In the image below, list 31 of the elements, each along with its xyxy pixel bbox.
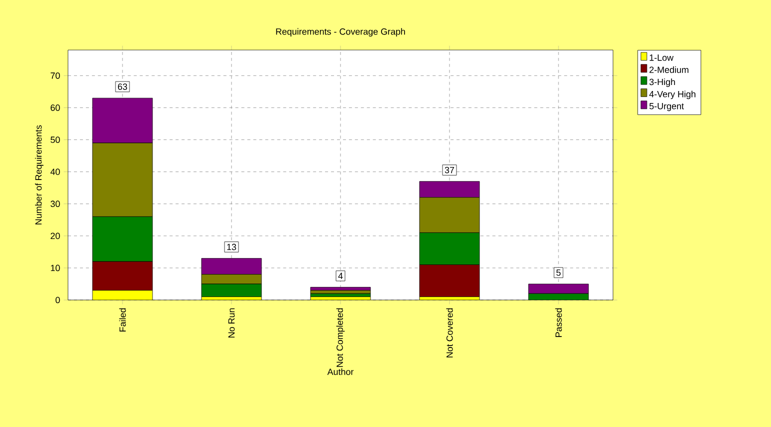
total-label: 37 <box>444 166 454 174</box>
bar <box>310 290 371 294</box>
legend-label: 5-Urgent <box>649 103 684 112</box>
x-tick-label: Passed <box>555 308 562 337</box>
legend-label: 4-Very High <box>649 90 696 100</box>
y-axis-title: Number of Requirements <box>35 125 44 224</box>
y-tick-label: 30 <box>50 200 60 208</box>
y-tick-label: 60 <box>50 104 60 111</box>
legend-label: 2-Medium <box>650 66 688 73</box>
y-tick-label: 10 <box>50 264 60 272</box>
y-tick-label: 20 <box>50 232 60 240</box>
y-tick-label: 50 <box>50 136 60 143</box>
chart-title: Requirements - Coverage Graph <box>276 28 405 37</box>
y-tick-label: 70 <box>50 72 60 79</box>
x-axis-title: Author <box>327 368 354 376</box>
total-label: 4 <box>338 272 343 279</box>
total-label: 13 <box>227 244 236 250</box>
bar <box>92 290 153 300</box>
legend-label: 3-High <box>649 78 675 87</box>
total-label: 5 <box>556 270 561 276</box>
x-tick-label: Not Completed <box>336 308 345 367</box>
legend-label: 1-Low <box>650 54 674 61</box>
x-tick-label: Failed <box>119 308 126 332</box>
bar <box>92 216 153 262</box>
bar <box>201 284 262 297</box>
total-label: 63 <box>118 84 128 90</box>
x-tick-label: No Run <box>228 308 235 338</box>
bar <box>419 232 480 265</box>
x-tick-label: Not Covered <box>446 308 453 358</box>
y-tick-label: 40 <box>50 168 60 175</box>
y-tick-label: 0 <box>56 296 60 304</box>
